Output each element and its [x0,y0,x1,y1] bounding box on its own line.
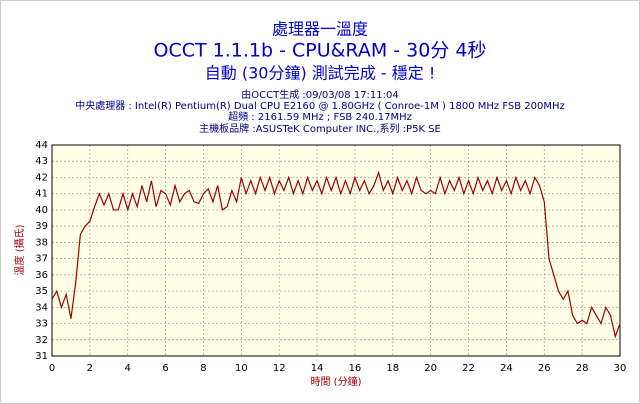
x-tick-label: 10 [235,363,248,374]
y-tick-label: 32 [35,335,48,346]
info: 中央處理器 : Intel(R) Pentium(R) Dual CPU E21… [75,99,565,112]
y-tick-label: 33 [35,319,48,330]
y-tick-label: 40 [35,205,48,216]
y-tick-label: 36 [35,270,48,281]
y-tick-label: 38 [35,237,48,248]
x-tick-label: 26 [538,363,551,374]
y-tick-label: 34 [35,302,48,313]
x-tick-label: 2 [87,363,93,374]
x-tick-label: 18 [386,363,399,374]
y-tick-label: 31 [35,351,48,362]
x-axis-label: 時間 (分鐘) [311,375,362,388]
chart-title: 處理器一溫度 [272,20,368,39]
y-tick-label: 39 [35,221,48,232]
y-axis-label: 溫度 (攝氏) [13,224,26,275]
x-tick-label: 22 [462,363,475,374]
y-tick-label: 41 [35,189,48,200]
x-tick-label: 28 [576,363,589,374]
x-tick-label: 20 [424,363,437,374]
info: 主機板品牌 :ASUSTeK Computer INC.,系列 :P5K SE [199,122,441,135]
temperature-line [51,170,621,339]
plot-border [51,144,621,357]
y-tick-label: 43 [35,156,48,167]
y-tick-label: 44 [35,140,48,151]
info: 超頻 : 2161.59 MHz ; FSB 240.17MHz [228,110,412,123]
x-tick-label: 12 [273,363,286,374]
y-tick-label: 35 [35,286,48,297]
x-tick-label: 30 [614,363,627,374]
x-tick-label: 24 [500,363,513,374]
chart-subtitle: OCCT 1.1.1b - CPU&RAM - 30分 4秒 [154,40,487,62]
x-tick-label: 8 [200,363,206,374]
x-tick-label: 0 [49,363,55,374]
status: 自動 (30分鐘) 測試完成 - 穩定 ! [205,64,435,83]
y-tick-label: 37 [35,254,48,265]
x-tick-label: 6 [162,363,168,374]
x-tick-label: 4 [125,363,131,374]
x-tick-label: 14 [311,363,324,374]
x-tick-label: 16 [349,363,362,374]
y-tick-label: 42 [35,172,48,183]
info: 由OCCT生成 :09/03/08 17:11:04 [241,88,399,101]
